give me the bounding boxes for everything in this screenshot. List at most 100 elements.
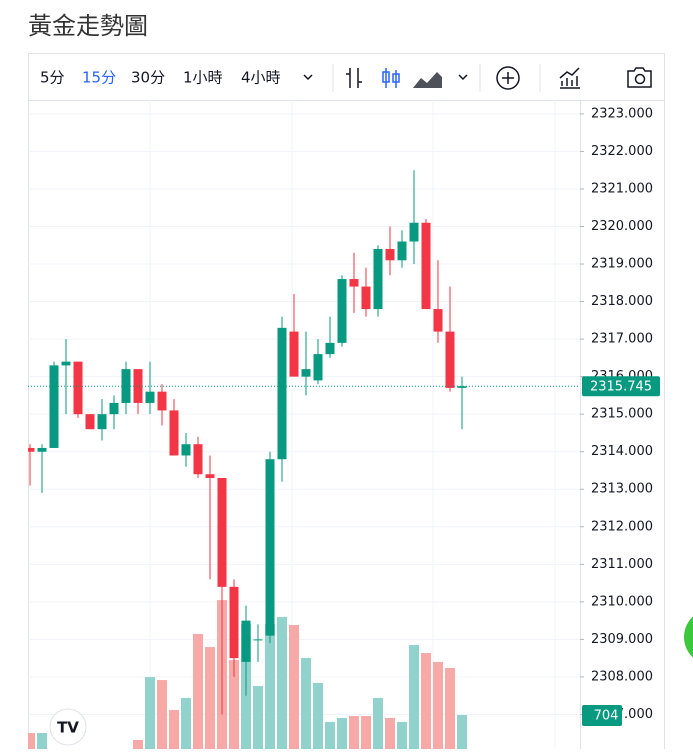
candle-body	[433, 309, 443, 332]
add-indicator-button[interactable]	[496, 66, 520, 90]
candle-body	[169, 410, 179, 456]
volume-bar	[373, 698, 383, 749]
candle-body	[385, 249, 395, 261]
volume-bar	[421, 653, 431, 749]
candle-body	[373, 249, 383, 310]
volume-bar	[229, 660, 239, 749]
candle-body	[277, 327, 287, 460]
volume-bar	[457, 715, 467, 749]
screenshot-button[interactable]	[627, 67, 652, 88]
candle-body	[265, 459, 275, 636]
volume-bar	[325, 722, 335, 749]
volume-bar	[361, 716, 371, 749]
candle-body	[229, 586, 239, 659]
candle-style-button[interactable]	[382, 68, 400, 88]
volume-bar	[145, 677, 155, 749]
area-style-button[interactable]	[413, 72, 442, 88]
candle-body	[241, 620, 251, 662]
candle-body	[193, 444, 203, 475]
side-widget-button[interactable]	[684, 609, 693, 665]
style-dropdown[interactable]	[458, 74, 468, 81]
candle-body	[421, 222, 431, 310]
volume-bar	[265, 624, 275, 749]
volume-bar	[397, 722, 407, 749]
candle-body	[337, 279, 347, 343]
candle-body	[205, 474, 215, 478]
logo-mark: TV	[57, 719, 79, 737]
page-title: 黃金走勢圖	[28, 12, 148, 40]
volume-bar	[28, 733, 35, 749]
volume-bar	[301, 658, 311, 749]
candle-body	[109, 402, 119, 415]
volume-bar	[433, 662, 443, 749]
last-volume-badge	[582, 705, 622, 726]
last-price-badge	[582, 376, 660, 397]
interval-button[interactable]: 1小時	[183, 69, 223, 87]
y-tick-label: 2322.000	[591, 144, 653, 159]
candle-body	[28, 447, 35, 452]
y-tick-label: 2321.000	[591, 181, 653, 196]
interval-dropdown[interactable]	[303, 74, 313, 81]
y-tick-label: 2320.000	[591, 219, 653, 234]
volume-bar	[193, 634, 203, 749]
indicators-button[interactable]	[559, 67, 580, 89]
candle-body	[325, 342, 335, 355]
y-tick-label: 2315.000	[591, 407, 653, 422]
volume-bar	[349, 716, 359, 749]
y-tick-label: 2310.000	[591, 594, 653, 609]
candle-body	[253, 639, 263, 641]
candle-body	[457, 386, 467, 388]
volume-bar	[385, 717, 395, 749]
candle-body	[145, 391, 155, 403]
volume-bar	[205, 647, 215, 749]
candle-body	[49, 365, 59, 448]
toolbar: 5分 15分 30分 1小時 4小時	[40, 64, 652, 92]
candle-body	[409, 222, 419, 242]
volume-bar	[169, 710, 179, 749]
volume-bar	[253, 686, 263, 749]
candle-body	[61, 361, 71, 366]
candle-body	[313, 354, 323, 381]
volume-bar	[337, 717, 347, 749]
volume-bar	[289, 625, 299, 749]
volume-bar	[37, 733, 47, 749]
volume-bar	[445, 668, 455, 749]
last-price-label: 2315.745	[590, 380, 652, 395]
plus-icon	[502, 72, 514, 84]
candle-body	[73, 361, 83, 415]
y-tick-label: 2314.000	[591, 444, 653, 459]
candle-body	[349, 279, 359, 287]
candle-body	[181, 444, 191, 456]
candle-body	[85, 414, 95, 430]
y-tick-label: 2317.000	[591, 332, 653, 347]
interval-button[interactable]: 30分	[131, 69, 165, 87]
last-volume-label: 704	[594, 709, 619, 724]
y-tick-label: 2311.000	[591, 557, 653, 572]
candle-body	[37, 447, 47, 452]
candle-body	[97, 414, 107, 430]
candle-body	[397, 241, 407, 261]
interval-button[interactable]: 15分	[82, 69, 116, 87]
volume-bar	[181, 698, 191, 749]
y-tick-label: 2309.000	[591, 632, 653, 647]
volume-bar	[133, 740, 143, 749]
candle-body	[301, 369, 311, 377]
candle-body	[157, 391, 167, 411]
bar-style-button[interactable]	[346, 68, 362, 88]
volume-bar	[313, 683, 323, 749]
volume-bar	[277, 617, 287, 749]
candle-body	[121, 369, 131, 403]
camera-lens	[634, 73, 646, 85]
y-tick-label: 2312.000	[591, 519, 653, 534]
candle-body	[217, 477, 227, 587]
candle-body	[445, 331, 455, 388]
volume-bar	[157, 680, 167, 749]
y-tick-label: 2319.000	[591, 257, 653, 272]
interval-button[interactable]: 4小時	[241, 69, 281, 87]
y-tick-label: 2313.000	[591, 482, 653, 497]
tradingview-logo[interactable]	[49, 708, 87, 746]
widget-border	[28, 53, 665, 753]
interval-button[interactable]: 5分	[40, 69, 65, 87]
